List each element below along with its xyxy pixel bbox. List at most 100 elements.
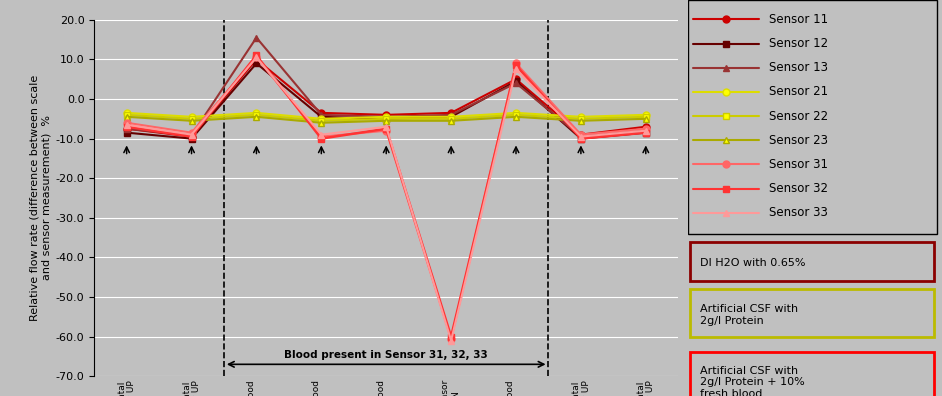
FancyBboxPatch shape [690,289,934,337]
Sensor 31 [186,130,197,135]
Line: Sensor 13: Sensor 13 [123,34,649,140]
Text: Artificial CSF with
2g/l Protein: Artificial CSF with 2g/l Protein [700,304,799,326]
Sensor 22 [381,116,392,121]
Sensor 31 [446,336,457,341]
Sensor 13 [381,114,392,119]
Text: Sensor 22: Sensor 22 [769,110,828,122]
Sensor 11 [576,132,587,137]
Sensor 13 [186,133,197,138]
Sensor 13 [446,112,457,117]
Sensor 11 [381,112,392,117]
Sensor 12 [576,136,587,141]
Sensor 32 [251,53,262,58]
Sensor 11 [121,126,132,131]
Line: Sensor 31: Sensor 31 [123,54,649,342]
Text: DI H2O with 0.65%: DI H2O with 0.65% [700,258,805,268]
Sensor 22 [186,116,197,121]
Sensor 13 [316,112,327,117]
Text: Horizontal
Sensor UP: Horizontal Sensor UP [117,380,137,396]
Sensor 12 [251,61,262,66]
Text: Sensor 23: Sensor 23 [769,134,828,147]
Text: Sensor 11: Sensor 11 [769,13,828,26]
Sensor 33 [121,122,132,127]
Sensor 11 [511,77,522,82]
Sensor 12 [511,79,522,84]
Sensor 32 [511,63,522,68]
Sensor 33 [446,338,457,343]
Sensor 31 [121,120,132,125]
Sensor 22 [316,118,327,123]
Text: Sensor 32: Sensor 32 [769,182,828,195]
Sensor 23 [186,118,197,123]
Sensor 23 [511,114,522,119]
Sensor 32 [381,126,392,131]
Sensor 32 [121,124,132,129]
Sensor 12 [121,130,132,135]
Text: Horizontal Sensor
Blood DOWN: Horizontal Sensor Blood DOWN [442,380,461,396]
FancyBboxPatch shape [688,0,937,234]
Text: Horizontal Sensor Blood
UP 2: Horizontal Sensor Blood UP 2 [506,380,526,396]
Sensor 22 [511,112,522,117]
Sensor 33 [576,134,587,139]
Sensor 32 [446,334,457,339]
Text: Horizontal
Sensor UP: Horizontal Sensor UP [182,380,202,396]
Sensor 21 [316,116,327,121]
Sensor 31 [381,128,392,133]
Sensor 31 [641,126,652,131]
Sensor 11 [446,110,457,115]
Sensor 22 [121,112,132,117]
Sensor 31 [576,132,587,137]
Text: Sensor 12: Sensor 12 [769,37,828,50]
Sensor 23 [316,120,327,125]
Sensor 12 [316,114,327,119]
Sensor 21 [381,114,392,119]
Text: Sensor 31: Sensor 31 [769,158,828,171]
Sensor 13 [576,134,587,139]
Sensor 13 [641,128,652,133]
Sensor 11 [641,124,652,129]
Sensor 21 [251,110,262,115]
Sensor 31 [251,55,262,60]
Sensor 23 [381,118,392,123]
Sensor 33 [186,132,197,137]
Line: Sensor 21: Sensor 21 [123,109,649,122]
Sensor 23 [251,114,262,119]
Sensor 32 [576,136,587,141]
Sensor 13 [121,126,132,131]
Sensor 22 [641,114,652,119]
Sensor 23 [576,118,587,123]
Sensor 33 [641,128,652,133]
Sensor 13 [251,35,262,40]
Line: Sensor 23: Sensor 23 [123,113,649,126]
Text: Sensor 33: Sensor 33 [769,206,828,219]
Sensor 23 [121,114,132,119]
Sensor 21 [641,112,652,117]
Sensor 21 [446,114,457,119]
Text: Vertical Flow Blood
DOWN: Vertical Flow Blood DOWN [377,380,396,396]
Sensor 21 [121,110,132,115]
Sensor 23 [641,116,652,121]
Sensor 32 [316,136,327,141]
Line: Sensor 33: Sensor 33 [123,54,649,344]
Line: Sensor 32: Sensor 32 [123,52,649,340]
Text: Vertical Flow Blood
UP: Vertical Flow Blood UP [312,380,331,396]
Sensor 13 [511,81,522,86]
Sensor 12 [186,136,197,141]
Y-axis label: Relative flow rate (difference between scale
and sensor measurement)  %: Relative flow rate (difference between s… [30,75,52,321]
Sensor 31 [316,134,327,139]
Sensor 33 [251,55,262,60]
Sensor 11 [316,110,327,115]
Sensor 22 [251,112,262,117]
Sensor 33 [511,67,522,72]
Sensor 12 [446,114,457,119]
Sensor 22 [446,116,457,121]
Sensor 12 [641,130,652,135]
Sensor 32 [641,130,652,135]
Sensor 21 [576,114,587,119]
Text: Blood present in Sensor 31, 32, 33: Blood present in Sensor 31, 32, 33 [284,350,488,360]
Line: Sensor 11: Sensor 11 [123,56,649,140]
Sensor 31 [511,61,522,66]
FancyBboxPatch shape [690,352,934,396]
Sensor 21 [186,114,197,119]
Text: Artificial CSF with
2g/l Protein + 10%
fresh blood: Artificial CSF with 2g/l Protein + 10% f… [700,366,805,396]
